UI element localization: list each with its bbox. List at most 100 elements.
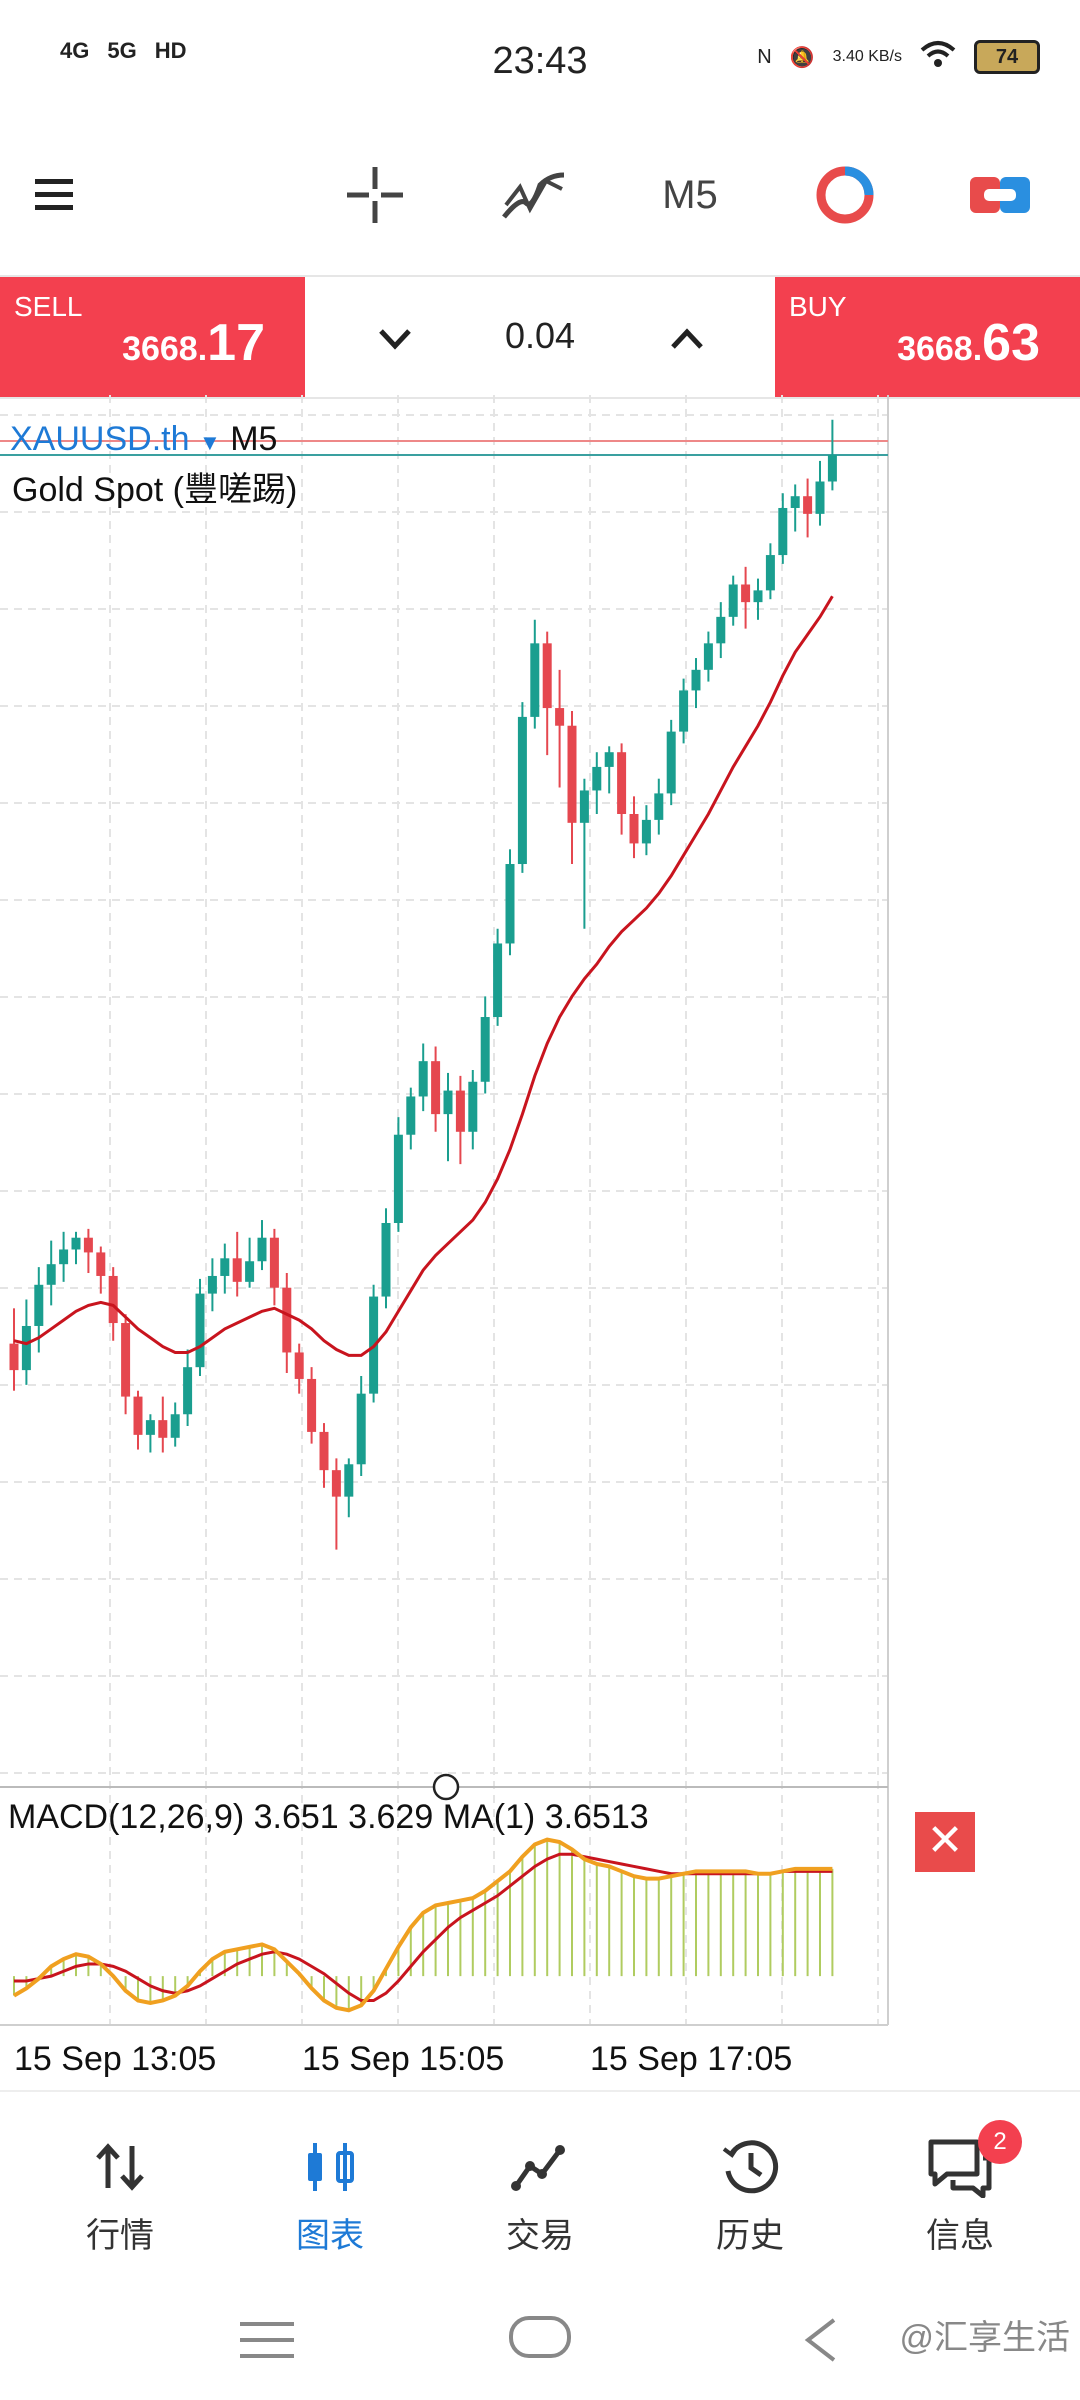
candle-body bbox=[654, 793, 664, 820]
history-icon bbox=[670, 2132, 830, 2202]
candle-body bbox=[83, 1237, 93, 1253]
candle-body bbox=[406, 1096, 416, 1135]
lot-selector: 0.04 bbox=[305, 277, 775, 397]
candle-body bbox=[257, 1237, 267, 1262]
nav-history[interactable]: 历史 bbox=[670, 2132, 830, 2257]
lot-decrease-icon[interactable] bbox=[365, 307, 425, 367]
bottom-navigation: 行情 图表 交易 历史 信息 2 bbox=[0, 2090, 1080, 2292]
candle-body bbox=[716, 616, 726, 644]
nav-trade-label: 交易 bbox=[506, 2217, 574, 2255]
nav-messages[interactable]: 信息 2 bbox=[880, 2120, 1040, 2257]
candle-body bbox=[604, 752, 614, 767]
price-chart[interactable] bbox=[0, 395, 1080, 2045]
clock-icon[interactable] bbox=[810, 160, 880, 230]
candle-body bbox=[158, 1420, 168, 1438]
candle-body bbox=[269, 1237, 279, 1288]
candle-body bbox=[629, 813, 639, 844]
clock: 23:43 bbox=[492, 40, 588, 82]
sell-label: SELL bbox=[14, 291, 83, 322]
signal-4g: 4G bbox=[60, 38, 90, 63]
candle-body bbox=[803, 496, 813, 514]
buy-label: BUY bbox=[789, 291, 847, 322]
candle-body bbox=[170, 1414, 180, 1438]
candle-body bbox=[356, 1393, 366, 1465]
candle-body bbox=[59, 1249, 69, 1265]
nfc-icon: N bbox=[757, 45, 772, 68]
wifi-icon bbox=[920, 40, 956, 74]
status-bar: 4G 5G HD 23:43 N 🔕 3.40 KB/s 74 bbox=[0, 0, 1080, 120]
time-label-3: 15 Sep 17:05 bbox=[590, 2040, 793, 2078]
symbol-timeframe: M5 bbox=[230, 420, 278, 458]
candle-body bbox=[592, 766, 602, 791]
moving-average-line bbox=[13, 595, 834, 1357]
candle-body bbox=[765, 555, 775, 591]
candle-body bbox=[307, 1378, 317, 1432]
trade-icon[interactable] bbox=[965, 160, 1035, 230]
symbol-name[interactable]: XAUUSD.th bbox=[10, 420, 190, 458]
nav-quotes-label: 行情 bbox=[86, 2217, 154, 2255]
symbol-label[interactable]: XAUUSD.th ▼ M5 bbox=[10, 420, 277, 459]
candle-body bbox=[778, 507, 788, 556]
candle-body bbox=[232, 1258, 242, 1282]
lot-value[interactable]: 0.04 bbox=[504, 315, 576, 356]
macd-signal-line bbox=[14, 1852, 833, 2002]
trade-icon bbox=[460, 2132, 620, 2202]
candle-body bbox=[641, 819, 651, 844]
macd-label: MACD(12,26,9) 3.651 3.629 MA(1) 3.6513 bbox=[8, 1798, 649, 1836]
candle-body bbox=[21, 1325, 31, 1371]
nav-messages-label: 信息 bbox=[926, 2217, 994, 2255]
symbol-description: Gold Spot (豐嗟踢) bbox=[12, 471, 298, 509]
candle-body bbox=[9, 1343, 19, 1371]
system-navigation bbox=[0, 2290, 1080, 2400]
candle-body bbox=[282, 1287, 292, 1353]
mute-icon: 🔕 bbox=[789, 46, 815, 69]
candle-body bbox=[505, 864, 515, 944]
candle-body bbox=[195, 1293, 205, 1368]
panel-resize-handle bbox=[432, 1773, 460, 1801]
candle-body bbox=[443, 1090, 453, 1115]
macd-line bbox=[12, 1837, 833, 2013]
lot-increase-icon[interactable] bbox=[657, 307, 717, 367]
symbol-dropdown-icon[interactable]: ▼ bbox=[198, 430, 221, 455]
home-icon[interactable] bbox=[508, 2312, 572, 2367]
candle-body bbox=[691, 669, 701, 691]
candle-body bbox=[753, 590, 763, 603]
nav-chart[interactable]: 图表 bbox=[250, 2132, 410, 2257]
candle-body bbox=[145, 1420, 155, 1435]
candle-body bbox=[220, 1258, 230, 1276]
timeframe-button[interactable]: M5 bbox=[662, 172, 718, 217]
candle-body bbox=[480, 1017, 490, 1082]
time-label-1: 15 Sep 13:05 bbox=[14, 2040, 217, 2078]
candle-body bbox=[133, 1396, 143, 1435]
candle-body bbox=[71, 1237, 81, 1250]
candle-body bbox=[555, 708, 565, 726]
nav-quotes[interactable]: 行情 bbox=[40, 2132, 200, 2257]
candle-body bbox=[517, 716, 527, 865]
messages-badge: 2 bbox=[978, 2120, 1022, 2164]
candle-body bbox=[617, 752, 627, 814]
candle-body bbox=[418, 1061, 428, 1097]
close-indicator-icon[interactable]: ✕ bbox=[915, 1812, 975, 1872]
chart-icon bbox=[250, 2132, 410, 2202]
candle-body bbox=[542, 643, 552, 709]
messages-icon bbox=[880, 2132, 1040, 2202]
back-icon[interactable] bbox=[800, 2316, 840, 2369]
candle-body bbox=[741, 584, 751, 603]
candle-body bbox=[431, 1061, 441, 1115]
one-click-trade-bar: SELL 3668.17 0.04 BUY 3668.63 bbox=[0, 275, 1080, 399]
crosshair-icon[interactable] bbox=[340, 160, 410, 230]
candle-body bbox=[393, 1134, 403, 1223]
sell-button[interactable]: SELL 3668.17 bbox=[0, 277, 305, 397]
candle-body bbox=[34, 1284, 44, 1326]
candle-body bbox=[207, 1275, 217, 1294]
buy-button[interactable]: BUY 3668.63 bbox=[775, 277, 1080, 397]
watermark: @汇享生活 bbox=[899, 2319, 1070, 2357]
menu-icon[interactable] bbox=[20, 160, 90, 230]
recents-icon[interactable] bbox=[240, 2320, 296, 2365]
indicators-icon[interactable] bbox=[495, 160, 575, 230]
candle-body bbox=[245, 1261, 255, 1282]
nav-trade[interactable]: 交易 bbox=[460, 2132, 620, 2257]
candle-body bbox=[455, 1090, 465, 1132]
nav-history-label: 历史 bbox=[716, 2217, 784, 2255]
candle-body bbox=[827, 455, 837, 482]
